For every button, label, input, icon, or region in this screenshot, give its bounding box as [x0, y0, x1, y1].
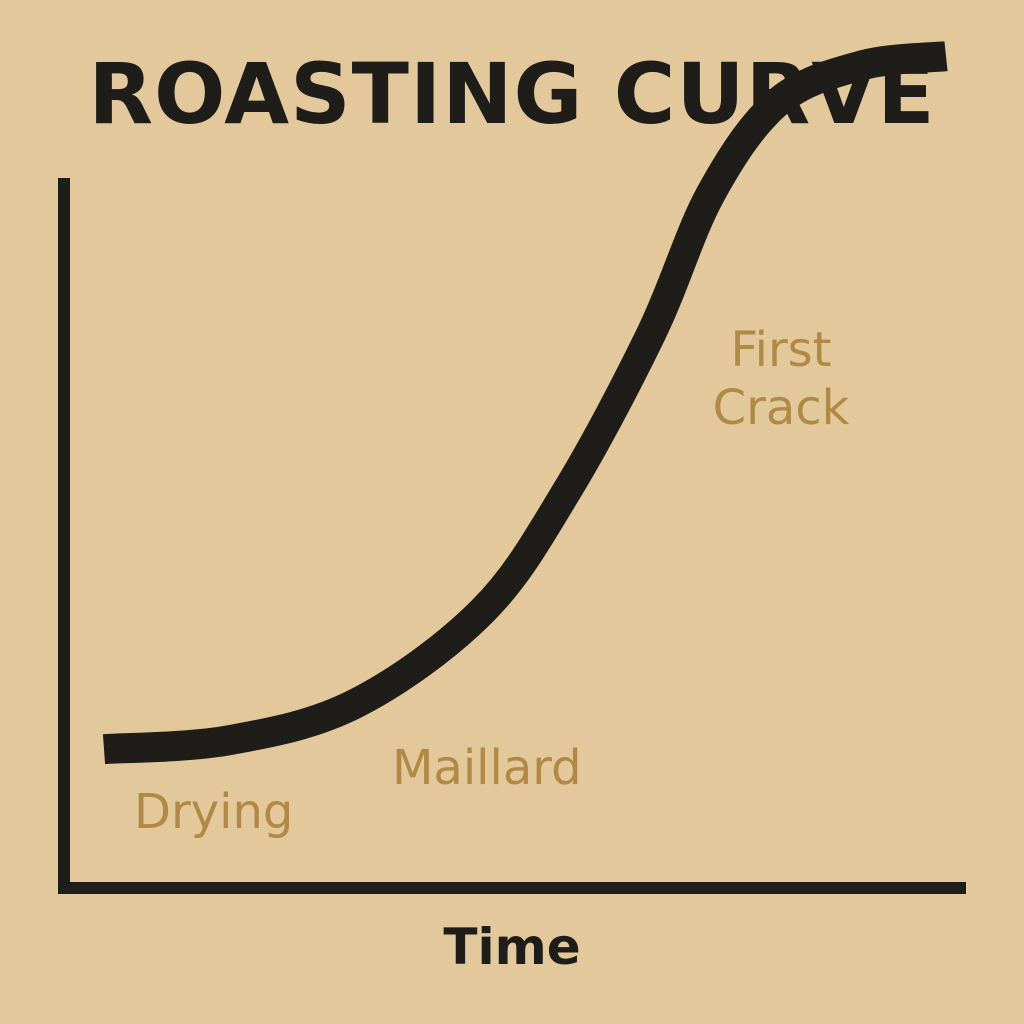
roast-curve-line	[102, 41, 948, 765]
phase-label-drying: Drying	[134, 784, 294, 840]
phase-label-first-crack: First Crack	[712, 322, 850, 436]
x-axis-label: Time	[443, 918, 581, 976]
phase-label-maillard: Maillard	[392, 740, 582, 796]
